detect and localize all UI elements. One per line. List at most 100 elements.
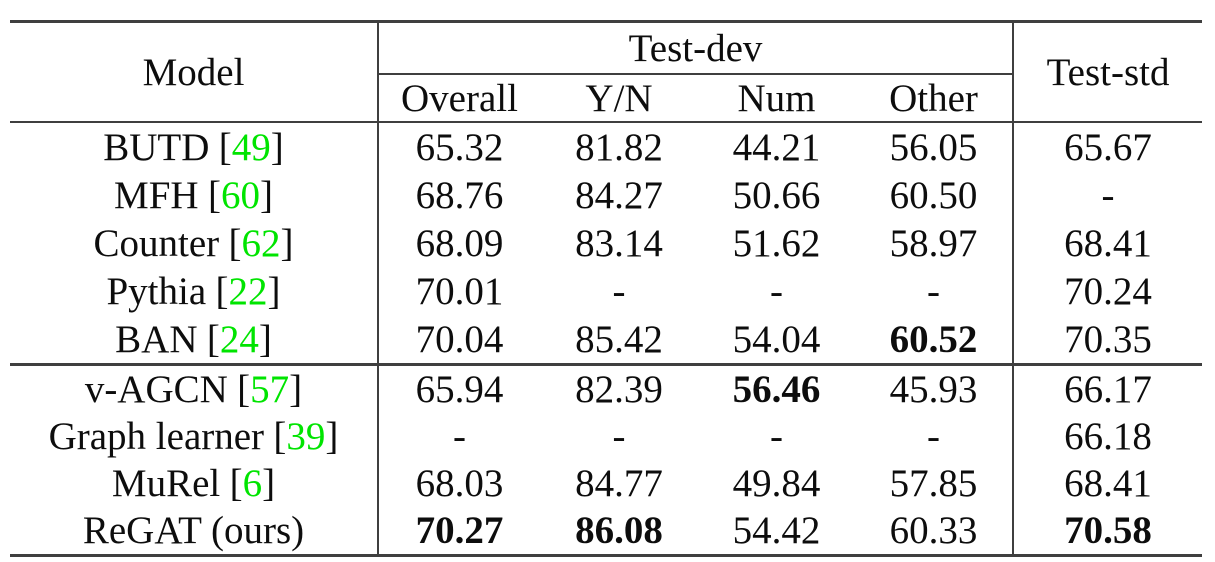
score-cell-test-std: 66.18 [1064, 415, 1152, 458]
model-name: Pythia [106, 269, 207, 313]
citation-link[interactable]: 62 [241, 221, 281, 265]
score-cell-overall: 70.01 [415, 269, 504, 313]
table-header: Model Test-dev Test-std Overall Y/N Num … [10, 21, 1203, 123]
score-cell-overall: 65.94 [415, 368, 504, 411]
bracket: [ [273, 415, 287, 458]
score-cell-overall: 65.32 [415, 125, 504, 169]
score-cell-yn: 83.14 [575, 221, 663, 265]
score-cell-test-std: 66.17 [1064, 368, 1152, 411]
col-header-other: Other [855, 74, 1015, 123]
model-name: BUTD [103, 125, 210, 169]
score-cell-other: 60.33 [855, 507, 1015, 556]
score-cell-other: 45.93 [855, 364, 1015, 413]
score-cell-test-std: 70.58 [1064, 509, 1152, 552]
bracket: [ [237, 368, 251, 411]
score-cell-yn: 82.39 [575, 368, 663, 411]
score-cell-num: 50.66 [732, 173, 821, 217]
bracket: ] [259, 173, 273, 217]
citation-link[interactable]: 60 [220, 173, 260, 217]
model-name: Graph learner [48, 415, 265, 458]
bracket: ] [258, 317, 272, 361]
citation-link[interactable]: 49 [231, 125, 271, 169]
table-row-murel: MuRel [6] 68.03 84.77 49.84 57.85 68.41 [10, 460, 1202, 507]
score-cell-other: 60.52 [855, 315, 1015, 366]
score-cell-overall: 68.76 [415, 173, 504, 217]
model-cell: MFH [60] [10, 171, 379, 219]
score-cell-test-std: 65.67 [1064, 125, 1152, 169]
bracket: ] [325, 415, 339, 458]
bracket: [ [218, 125, 232, 169]
model-name: ReGAT (ours) [82, 509, 305, 552]
table-body: BUTD [49] 65.32 81.82 44.21 56.05 65.67 M… [10, 122, 1203, 556]
bracket: ] [289, 368, 303, 411]
bracket: ] [280, 221, 294, 265]
table-row-mfh: MFH [60] 68.76 84.27 50.66 60.50 - [10, 171, 1202, 219]
table-row-regat-ours: ReGAT (ours) 70.27 86.08 54.42 60.33 70.… [10, 507, 1202, 556]
bracket: [ [215, 269, 229, 313]
model-cell: ReGAT (ours) [10, 507, 379, 556]
citation-link[interactable]: 6 [242, 462, 263, 505]
model-cell: v-AGCN [57] [10, 364, 379, 413]
table-row-counter: Counter [62] 68.09 83.14 51.62 58.97 68.4… [10, 219, 1202, 267]
table-row-pythia: Pythia [22] 70.01 - - - 70.24 [10, 267, 1202, 315]
bracket: ] [262, 462, 276, 505]
table-row-butd: BUTD [49] 65.32 81.82 44.21 56.05 65.67 [10, 122, 1202, 171]
score-cell-other: - [855, 413, 1015, 460]
score-cell-num: - [770, 269, 783, 313]
score-cell-num: 56.46 [732, 368, 821, 411]
score-cell-num: 54.42 [732, 509, 821, 552]
score-cell-num: 49.84 [732, 462, 821, 505]
model-cell: Graph learner [39] [10, 413, 379, 460]
score-cell-other: 57.85 [855, 460, 1015, 507]
score-cell-test-std: 68.41 [1064, 221, 1152, 265]
score-cell-yn: 86.08 [575, 509, 663, 552]
score-cell-test-std: 70.24 [1064, 269, 1152, 313]
model-name: MuRel [111, 462, 221, 505]
score-cell-overall: 70.27 [415, 509, 504, 552]
score-cell-test-std: 70.35 [1013, 315, 1203, 366]
score-cell-num: 44.21 [732, 125, 821, 169]
model-cell: BUTD [49] [10, 122, 379, 171]
score-cell-overall: 68.03 [415, 462, 504, 505]
score-cell-other: 56.05 [855, 122, 1015, 171]
citation-link[interactable]: 24 [219, 317, 259, 361]
score-cell-num: 51.62 [732, 221, 821, 265]
score-cell-other: 60.50 [855, 171, 1015, 219]
model-cell: BAN [24] [10, 315, 379, 366]
col-header-test-std: Test-std [1013, 21, 1203, 123]
col-header-model: Model [10, 21, 379, 123]
bracket: [ [207, 173, 221, 217]
bracket: ] [267, 269, 281, 313]
table-row-ban: BAN [24] 70.04 85.42 54.04 60.52 70.35 [10, 315, 1203, 366]
score-cell-yn: 84.27 [575, 173, 663, 217]
score-cell-num: 54.04 [698, 315, 855, 366]
score-cell-overall: 68.09 [415, 221, 504, 265]
col-group-header-test-dev: Test-dev [378, 21, 1015, 75]
score-cell-test-std: - [1101, 173, 1115, 217]
score-cell-overall: - [453, 415, 466, 458]
table-row-v-agcn: v-AGCN [57] 65.94 82.39 56.46 45.93 66.17 [10, 364, 1202, 413]
table-row-graph-learner: Graph learner [39] - - - - 66.18 [10, 413, 1202, 460]
model-name: BAN [115, 317, 198, 361]
score-cell-yn: 84.77 [575, 462, 663, 505]
citation-link[interactable]: 39 [286, 415, 326, 458]
bracket: [ [206, 317, 220, 361]
citation-link[interactable]: 22 [228, 269, 268, 313]
citation-link[interactable]: 57 [250, 368, 290, 411]
col-header-num: Num [698, 74, 855, 123]
model-name: Counter [93, 221, 220, 265]
score-cell-other: 58.97 [855, 219, 1015, 267]
model-name: MFH [114, 173, 199, 217]
results-table: Model Test-dev Test-std Overall Y/N Num … [10, 20, 1203, 557]
score-cell-other: - [855, 267, 1015, 315]
score-cell-yn: - [612, 269, 626, 313]
bracket: [ [228, 221, 242, 265]
score-cell-num: - [770, 415, 783, 458]
model-cell: MuRel [6] [10, 460, 379, 507]
col-header-overall: Overall [378, 74, 540, 123]
score-cell-yn: 81.82 [575, 125, 663, 169]
score-cell-yn: - [612, 415, 626, 458]
bracket: [ [229, 462, 243, 505]
model-cell: Counter [62] [10, 219, 379, 267]
